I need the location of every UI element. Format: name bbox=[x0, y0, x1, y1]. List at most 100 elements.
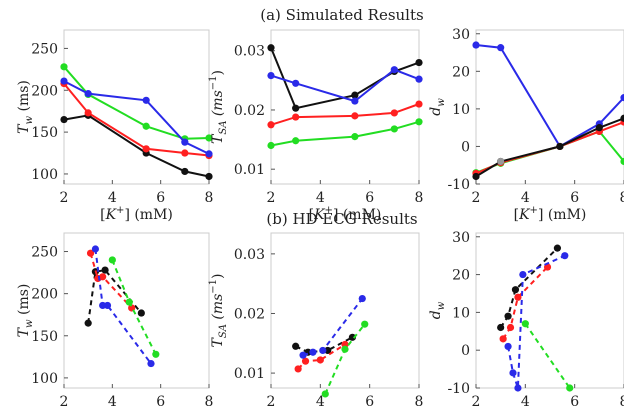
data-point-red bbox=[181, 149, 189, 157]
data-point-red bbox=[499, 335, 507, 343]
y-axis-label: TSA (ms−1) bbox=[208, 273, 229, 347]
y-tick-label: 10 bbox=[452, 305, 470, 321]
x-tick-label: 4 bbox=[108, 190, 117, 206]
x-tick-label: 4 bbox=[521, 190, 530, 206]
data-point-blue bbox=[91, 245, 100, 253]
data-point-red bbox=[292, 113, 300, 121]
series-line-black bbox=[295, 336, 353, 354]
data-point-blue bbox=[390, 66, 398, 74]
data-point-green bbox=[415, 118, 423, 126]
data-point-black bbox=[497, 323, 505, 332]
data-point-red bbox=[142, 145, 150, 153]
data-point-green bbox=[125, 298, 133, 306]
x-tick-label: 4 bbox=[316, 190, 325, 206]
y-tick-label: 20 bbox=[452, 268, 470, 284]
plot-frame bbox=[63, 232, 210, 389]
data-point-green bbox=[390, 125, 398, 133]
x-tick-label: 6 bbox=[156, 394, 165, 409]
section-title-hd-ecg: (b) HD ECG Results bbox=[266, 210, 417, 228]
data-point-green bbox=[341, 345, 349, 353]
y-tick-label: 30 bbox=[452, 230, 470, 246]
y-tick-label: 200 bbox=[31, 83, 58, 99]
y-axis-label: Tw (ms) bbox=[16, 284, 35, 338]
data-point-black bbox=[348, 333, 356, 341]
data-point-black bbox=[181, 167, 189, 176]
x-tick-label: 6 bbox=[570, 190, 579, 206]
x-tick-label: 2 bbox=[472, 394, 481, 409]
y-tick-label: -10 bbox=[447, 381, 470, 397]
x-tick-label: 2 bbox=[267, 394, 276, 409]
x-tick-label: 6 bbox=[570, 394, 579, 409]
data-point-blue bbox=[292, 79, 300, 87]
data-point-blue bbox=[620, 94, 624, 102]
series-line-red bbox=[502, 266, 549, 340]
data-point-black bbox=[553, 244, 562, 252]
y-tick-label: 150 bbox=[31, 329, 58, 345]
series-line-green bbox=[475, 130, 624, 174]
data-point-blue bbox=[472, 41, 480, 49]
data-point-black bbox=[504, 312, 512, 320]
data-point-blue bbox=[103, 301, 112, 310]
series-line-blue bbox=[94, 248, 152, 365]
data-point-red bbox=[506, 323, 515, 332]
data-point-green bbox=[321, 390, 329, 398]
x-tick-label: 4 bbox=[108, 394, 117, 409]
y-tick-label: -10 bbox=[447, 177, 470, 193]
data-point-red bbox=[390, 109, 398, 117]
series-line-green bbox=[324, 323, 366, 395]
y-tick-label: 200 bbox=[31, 287, 58, 303]
data-point-black bbox=[351, 91, 359, 99]
data-point-black bbox=[415, 58, 423, 67]
x-tick-label: 2 bbox=[60, 190, 69, 206]
data-point-red bbox=[514, 293, 522, 301]
x-tick-label: 2 bbox=[472, 190, 481, 206]
series-line-black bbox=[63, 114, 210, 178]
data-point-green bbox=[566, 384, 574, 392]
x-tick-label: 8 bbox=[205, 394, 214, 409]
data-point-green bbox=[521, 320, 529, 328]
data-point-blue bbox=[60, 77, 68, 85]
data-point-black bbox=[101, 266, 109, 274]
data-point-black bbox=[556, 142, 564, 151]
y-tick-label: 0.01 bbox=[234, 366, 265, 382]
x-axis-label: [K+] (mM) bbox=[100, 205, 173, 223]
y-tick-label: 0 bbox=[461, 139, 470, 155]
data-point-green bbox=[142, 122, 150, 130]
y-axis-label: Tw (ms) bbox=[16, 80, 35, 134]
x-tick-label: 2 bbox=[60, 394, 69, 409]
series-line-green bbox=[63, 66, 210, 140]
data-point-blue bbox=[415, 75, 423, 83]
data-point-blue bbox=[514, 384, 522, 392]
x-tick-label: 8 bbox=[205, 190, 214, 206]
data-point-gray bbox=[497, 157, 505, 166]
data-point-blue bbox=[509, 369, 517, 377]
data-point-green bbox=[152, 350, 160, 358]
data-point-red bbox=[301, 357, 310, 365]
x-tick-label: 6 bbox=[365, 190, 374, 206]
data-point-black bbox=[267, 44, 275, 52]
data-point-green bbox=[351, 133, 359, 141]
plot-frame bbox=[270, 232, 420, 389]
data-point-blue bbox=[561, 252, 569, 260]
x-axis-label: [K+] (mM) bbox=[514, 205, 587, 223]
data-point-blue bbox=[84, 90, 92, 98]
data-point-blue bbox=[299, 351, 307, 359]
x-tick-label: 4 bbox=[316, 394, 325, 409]
plot-frame bbox=[475, 232, 624, 389]
data-point-black bbox=[137, 309, 145, 317]
series-line-black bbox=[499, 247, 559, 329]
data-point-green bbox=[620, 157, 624, 166]
data-point-blue bbox=[142, 96, 150, 104]
data-point-red bbox=[99, 273, 107, 281]
x-tick-label: 8 bbox=[415, 394, 424, 409]
panel-a2: 2 4 6 8 0.01 0.02 0.03 [K+] (mM) TSA (ms−1) bbox=[208, 29, 423, 223]
data-point-blue bbox=[504, 342, 512, 351]
y-tick-label: 100 bbox=[31, 371, 58, 387]
data-point-red bbox=[415, 100, 423, 108]
x-tick-label: 2 bbox=[267, 190, 276, 206]
series-line-black bbox=[87, 269, 143, 324]
x-tick-label: 8 bbox=[620, 190, 624, 206]
data-point-blue bbox=[147, 359, 155, 368]
